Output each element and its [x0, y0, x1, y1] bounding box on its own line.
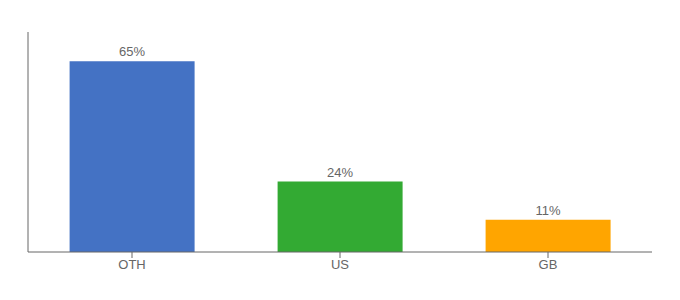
svg-text:GB: GB — [539, 257, 558, 272]
svg-text:11%: 11% — [536, 203, 561, 218]
svg-text:65%: 65% — [119, 44, 145, 59]
svg-text:US: US — [331, 257, 349, 272]
svg-text:OTH: OTH — [118, 257, 145, 272]
svg-text:24%: 24% — [327, 165, 353, 180]
